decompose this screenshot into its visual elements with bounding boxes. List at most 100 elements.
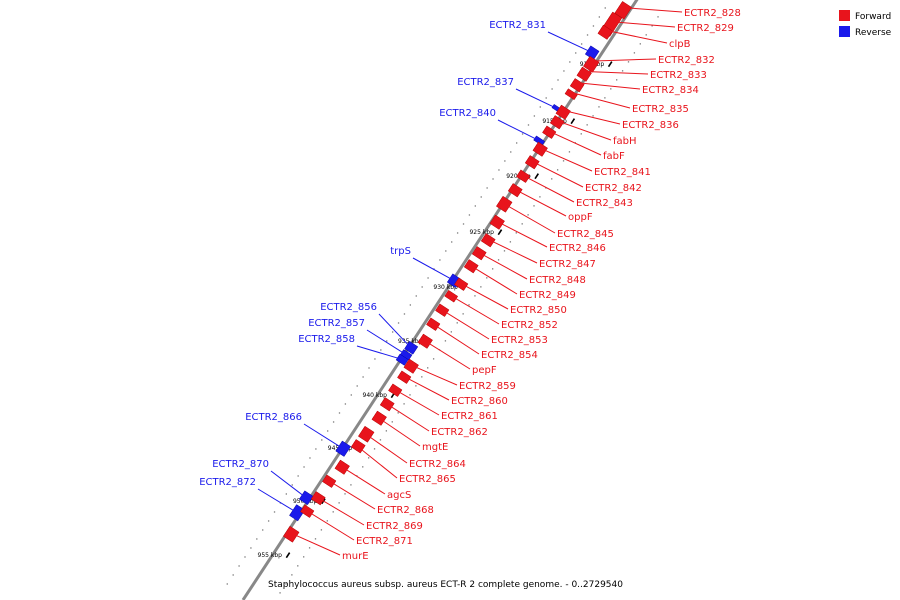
guide-dot bbox=[480, 286, 482, 288]
reverse-gene-label[interactable]: trpS bbox=[390, 246, 411, 257]
reverse-gene-label[interactable]: ECTR2_856 bbox=[320, 302, 377, 313]
forward-gene-label[interactable]: fabH bbox=[613, 136, 637, 147]
forward-gene-feature[interactable] bbox=[480, 233, 496, 248]
reverse-gene-feature[interactable] bbox=[289, 504, 306, 522]
forward-gene-feature[interactable] bbox=[282, 525, 300, 543]
reverse-gene-label[interactable]: ECTR2_866 bbox=[245, 412, 302, 423]
forward-gene-label[interactable]: ECTR2_859 bbox=[459, 381, 516, 392]
forward-gene-feature[interactable] bbox=[507, 183, 523, 198]
forward-gene-label[interactable]: ECTR2_846 bbox=[549, 243, 606, 254]
forward-gene-feature[interactable] bbox=[582, 55, 600, 73]
reverse-gene-label[interactable]: ECTR2_858 bbox=[298, 334, 355, 345]
reverse-gene-label[interactable]: ECTR2_857 bbox=[308, 318, 365, 329]
forward-gene-feature[interactable] bbox=[397, 370, 412, 384]
forward-gene-label[interactable]: clpB bbox=[669, 39, 691, 50]
forward-gene-feature[interactable] bbox=[549, 115, 565, 130]
guide-dot bbox=[503, 250, 506, 252]
reverse-gene-label[interactable]: ECTR2_831 bbox=[489, 20, 546, 31]
forward-gene-label[interactable]: ECTR2_833 bbox=[650, 70, 707, 81]
forward-gene-feature[interactable] bbox=[555, 104, 571, 120]
forward-gene-label[interactable]: ECTR2_869 bbox=[366, 521, 423, 532]
forward-gene-feature[interactable] bbox=[614, 1, 633, 20]
forward-gene-label[interactable]: ECTR2_836 bbox=[622, 120, 679, 131]
guide-dot bbox=[421, 286, 423, 288]
forward-gene-label[interactable]: agcS bbox=[387, 490, 411, 501]
forward-gene-label[interactable]: ECTR2_841 bbox=[594, 167, 651, 178]
forward-gene-label[interactable]: ECTR2_864 bbox=[409, 459, 466, 470]
forward-gene-label[interactable]: ECTR2_861 bbox=[441, 411, 498, 422]
reverse-legend-label: Reverse bbox=[855, 28, 892, 38]
reverse-gene-feature[interactable] bbox=[335, 440, 351, 457]
forward-gene-feature[interactable] bbox=[524, 155, 540, 170]
forward-gene-label[interactable]: ECTR2_849 bbox=[519, 290, 576, 301]
forward-gene-leader bbox=[558, 108, 621, 125]
guide-dot bbox=[492, 178, 494, 180]
forward-gene-feature[interactable] bbox=[564, 88, 578, 101]
reverse-gene-label[interactable]: ECTR2_840 bbox=[439, 108, 496, 119]
guide-dot bbox=[380, 349, 382, 351]
forward-gene-label[interactable]: ECTR2_835 bbox=[632, 104, 689, 115]
reverse-gene-leader bbox=[547, 31, 592, 53]
guide-dot bbox=[468, 214, 471, 216]
reverse-gene-label[interactable]: ECTR2_872 bbox=[199, 477, 256, 488]
guide-dot bbox=[344, 403, 347, 405]
forward-gene-label[interactable]: ECTR2_843 bbox=[576, 198, 633, 209]
guide-dot bbox=[279, 592, 281, 594]
forward-gene-label[interactable]: ECTR2_868 bbox=[377, 505, 434, 516]
forward-gene-leader bbox=[428, 320, 480, 355]
forward-gene-leader bbox=[361, 430, 408, 464]
forward-gene-label[interactable]: ECTR2_829 bbox=[677, 23, 734, 34]
forward-gene-label[interactable]: ECTR2_842 bbox=[585, 183, 642, 194]
forward-gene-label[interactable]: ECTR2_862 bbox=[431, 427, 488, 438]
forward-gene-label[interactable]: ECTR2_832 bbox=[658, 55, 715, 66]
forward-gene-label[interactable]: fabF bbox=[603, 151, 625, 162]
reverse-gene-feature[interactable] bbox=[298, 490, 314, 506]
legend: Forward Reverse bbox=[839, 10, 892, 38]
guide-dot bbox=[456, 232, 459, 234]
forward-gene-label[interactable]: ECTR2_871 bbox=[356, 536, 413, 547]
guide-dot bbox=[285, 583, 287, 585]
guide-dot bbox=[321, 439, 323, 441]
guide-dot bbox=[291, 574, 293, 576]
forward-gene-label[interactable]: ECTR2_865 bbox=[399, 474, 456, 485]
forward-gene-label[interactable]: ECTR2_828 bbox=[684, 8, 741, 19]
forward-gene-label[interactable]: ECTR2_847 bbox=[539, 259, 596, 270]
guide-dot bbox=[604, 97, 606, 99]
tick-mark bbox=[607, 61, 613, 68]
forward-gene-leader bbox=[510, 186, 567, 217]
forward-gene-feature[interactable] bbox=[489, 214, 505, 230]
reverse-gene-label[interactable]: ECTR2_837 bbox=[457, 77, 514, 88]
forward-gene-label[interactable]: pepF bbox=[472, 365, 497, 376]
forward-gene-label[interactable]: mgtE bbox=[422, 442, 448, 453]
forward-gene-label[interactable]: ECTR2_854 bbox=[481, 350, 538, 361]
forward-gene-label[interactable]: ECTR2_860 bbox=[451, 396, 508, 407]
guide-dot bbox=[273, 511, 276, 513]
forward-gene-label[interactable]: ECTR2_845 bbox=[557, 229, 614, 240]
forward-gene-leader bbox=[286, 530, 341, 556]
guide-dot bbox=[409, 394, 411, 396]
forward-gene-feature[interactable] bbox=[532, 141, 548, 157]
forward-gene-label[interactable]: ECTR2_853 bbox=[491, 335, 548, 346]
reverse-gene-leader bbox=[257, 488, 297, 513]
guide-dot bbox=[504, 160, 506, 162]
forward-gene-label[interactable]: ECTR2_850 bbox=[510, 305, 567, 316]
forward-gene-label[interactable]: ECTR2_848 bbox=[529, 275, 586, 286]
reverse-gene-label[interactable]: ECTR2_870 bbox=[212, 459, 269, 470]
forward-gene-feature[interactable] bbox=[516, 169, 531, 183]
guide-dot bbox=[427, 367, 429, 369]
guide-dot bbox=[262, 529, 264, 531]
guide-dot bbox=[332, 511, 334, 513]
guide-dot bbox=[633, 52, 636, 54]
guide-dot bbox=[539, 196, 541, 198]
forward-gene-label[interactable]: ECTR2_852 bbox=[501, 320, 558, 331]
forward-gene-feature[interactable] bbox=[403, 358, 419, 374]
forward-gene-feature[interactable] bbox=[597, 24, 613, 40]
forward-gene-leader bbox=[518, 172, 575, 203]
guide-dot bbox=[645, 34, 647, 36]
forward-gene-feature[interactable] bbox=[576, 66, 592, 82]
forward-gene-feature[interactable] bbox=[542, 125, 557, 139]
forward-gene-label[interactable]: murE bbox=[342, 551, 369, 562]
guide-dot bbox=[568, 151, 571, 153]
forward-gene-label[interactable]: ECTR2_834 bbox=[642, 85, 699, 96]
forward-gene-label[interactable]: oppF bbox=[568, 212, 593, 223]
